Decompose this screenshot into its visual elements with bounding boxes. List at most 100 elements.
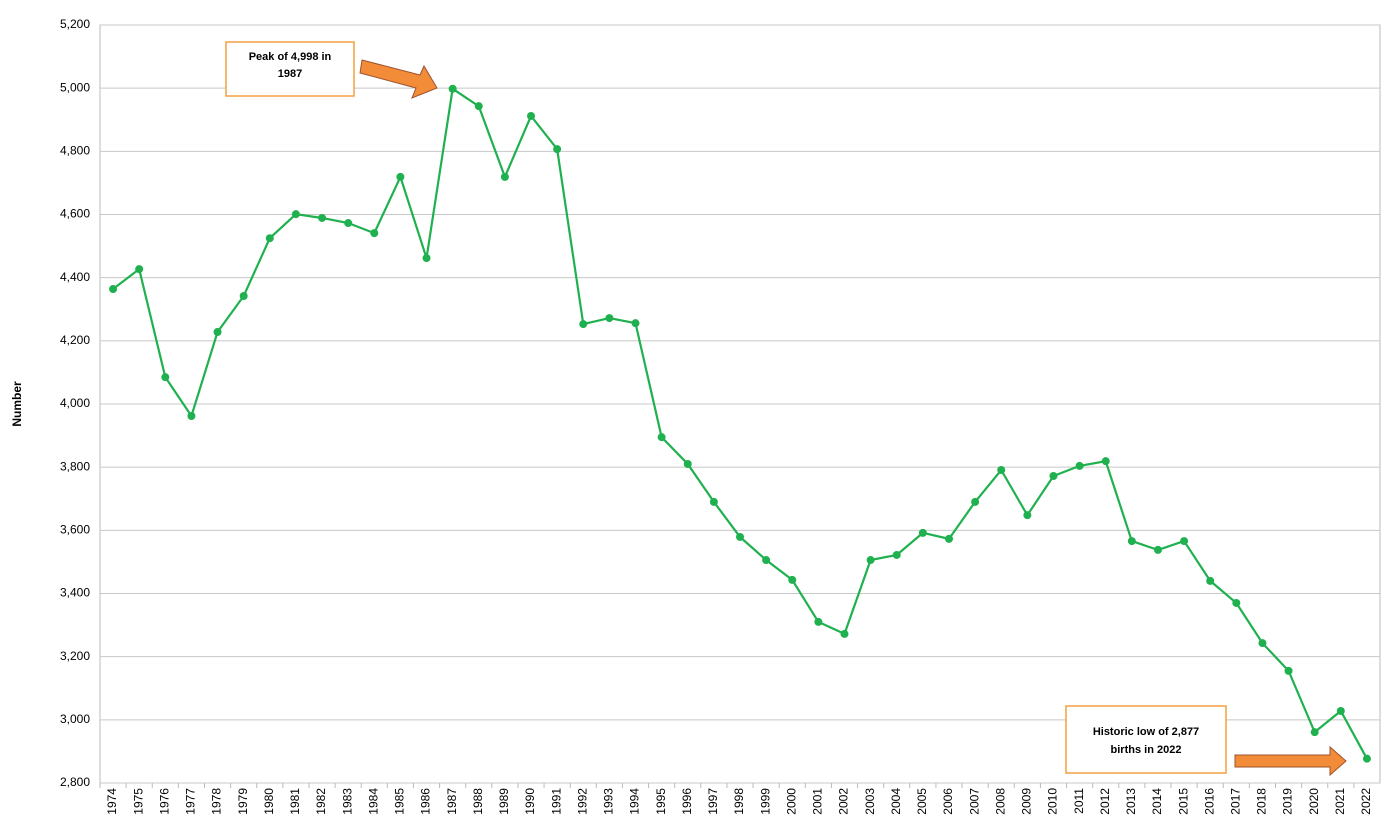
annotation-text: Peak of 4,998 in bbox=[249, 51, 332, 63]
marker bbox=[500, 172, 509, 181]
x-tick-label: 1982 bbox=[314, 788, 328, 815]
x-tick-label: 2012 bbox=[1098, 788, 1112, 815]
marker bbox=[709, 497, 718, 506]
marker bbox=[1310, 728, 1319, 737]
marker bbox=[109, 285, 118, 294]
marker bbox=[1362, 754, 1371, 763]
x-tick-label: 1998 bbox=[732, 788, 746, 815]
x-tick-label: 2021 bbox=[1333, 788, 1347, 815]
annotation-box bbox=[1065, 705, 1227, 774]
annotation-text: births in 2022 bbox=[1111, 744, 1182, 756]
marker bbox=[1023, 511, 1032, 520]
marker bbox=[265, 234, 274, 243]
marker bbox=[474, 102, 483, 111]
x-tick-label: 1996 bbox=[680, 788, 694, 815]
annotation-low: Historic low of 2,877 births in 2022 bbox=[1065, 705, 1347, 777]
y-tick-label: 3,000 bbox=[60, 712, 90, 726]
x-tick-label: 2001 bbox=[811, 788, 825, 815]
x-tick-label: 2000 bbox=[784, 788, 798, 815]
x-tick-label: 1977 bbox=[184, 788, 198, 815]
marker bbox=[944, 534, 953, 543]
x-tick-label: 2015 bbox=[1176, 788, 1190, 815]
x-tick-label: 1974 bbox=[105, 788, 119, 815]
marker bbox=[344, 219, 353, 228]
y-tick-label: 3,400 bbox=[60, 586, 90, 600]
x-tick-label: 1978 bbox=[210, 788, 224, 815]
x-tick-label: 2010 bbox=[1046, 788, 1060, 815]
x-tick-label: 2016 bbox=[1202, 788, 1216, 815]
marker bbox=[657, 433, 666, 442]
y-tick-label: 4,800 bbox=[60, 144, 90, 158]
x-tick-label: 1979 bbox=[236, 788, 250, 815]
marker bbox=[1180, 537, 1189, 546]
marker bbox=[1153, 545, 1162, 554]
x-tick-label: 1976 bbox=[157, 788, 171, 815]
x-tick-label: 2009 bbox=[1020, 788, 1034, 815]
marker bbox=[918, 528, 927, 537]
x-tick-label: 1985 bbox=[393, 788, 407, 815]
x-tick-label: 1975 bbox=[131, 788, 145, 815]
marker bbox=[788, 575, 797, 584]
marker bbox=[736, 532, 744, 541]
marker bbox=[187, 412, 196, 421]
x-tick-label: 1986 bbox=[419, 788, 433, 815]
y-tick-label: 3,200 bbox=[60, 649, 90, 663]
marker bbox=[1101, 457, 1110, 466]
x-tick-label: 2013 bbox=[1124, 788, 1138, 815]
y-tick-label: 5,000 bbox=[60, 80, 90, 94]
x-tick-label: 1989 bbox=[497, 788, 511, 815]
x-tick-label: 2020 bbox=[1307, 788, 1321, 815]
x-tick-label: 2011 bbox=[1072, 788, 1086, 814]
y-tick-label: 3,600 bbox=[60, 523, 90, 537]
marker bbox=[1284, 666, 1293, 675]
y-axis-label: Number bbox=[10, 381, 24, 427]
marker bbox=[605, 314, 614, 323]
y-tick-label: 4,400 bbox=[60, 270, 90, 284]
x-tick-label: 1995 bbox=[654, 788, 668, 815]
marker bbox=[1206, 576, 1215, 585]
y-tick-label: 3,800 bbox=[60, 459, 90, 473]
marker bbox=[1258, 639, 1267, 648]
annotation-text: Historic low of 2,877 bbox=[1093, 726, 1199, 738]
x-tick-label: 1997 bbox=[706, 788, 720, 815]
x-tick-label: 2005 bbox=[915, 788, 929, 815]
x-tick-label: 1981 bbox=[288, 788, 302, 815]
marker bbox=[396, 172, 405, 181]
x-tick-label: 2004 bbox=[889, 788, 903, 815]
marker bbox=[135, 265, 144, 274]
x-tick-label: 1990 bbox=[523, 788, 537, 815]
x-tick-label: 1988 bbox=[471, 788, 485, 815]
annotation-text: 1987 bbox=[278, 68, 302, 80]
marker bbox=[318, 213, 327, 222]
y-tick-label: 4,000 bbox=[60, 396, 90, 410]
x-tick-label: 1984 bbox=[366, 788, 380, 815]
y-tick-label: 5,200 bbox=[60, 17, 90, 31]
marker bbox=[448, 84, 457, 93]
y-tick-label: 4,600 bbox=[60, 207, 90, 221]
plot-area: 2,800 3,000 3,200 3,400 3,600 3,800 4,000 4,200… bbox=[60, 17, 1381, 815]
x-tick-label: 1983 bbox=[340, 788, 354, 815]
arrow bbox=[359, 59, 438, 99]
x-tick-label: 2014 bbox=[1150, 788, 1164, 815]
marker bbox=[213, 327, 222, 336]
marker bbox=[1336, 706, 1345, 715]
marker bbox=[161, 373, 170, 382]
x-tick-label: 2007 bbox=[967, 788, 981, 815]
marker bbox=[553, 145, 562, 154]
marker bbox=[422, 254, 431, 263]
x-tick-label: 2006 bbox=[941, 788, 955, 815]
x-tick-label: 2008 bbox=[993, 788, 1007, 815]
marker bbox=[370, 229, 379, 238]
x-tick-label: 1994 bbox=[628, 788, 642, 815]
x-tick-label: 1980 bbox=[262, 788, 276, 815]
marker bbox=[1127, 537, 1136, 546]
x-tick-label: 1999 bbox=[758, 788, 772, 815]
y-tick-label: 2,800 bbox=[60, 775, 90, 789]
x-tick-label: 2002 bbox=[837, 788, 851, 815]
annotation-peak: Peak of 4,998 in 1987 bbox=[225, 41, 438, 99]
y-tick-label: 4,200 bbox=[60, 333, 90, 347]
marker bbox=[1075, 461, 1084, 470]
x-tick-label: 2018 bbox=[1255, 788, 1269, 815]
marker bbox=[579, 320, 588, 329]
